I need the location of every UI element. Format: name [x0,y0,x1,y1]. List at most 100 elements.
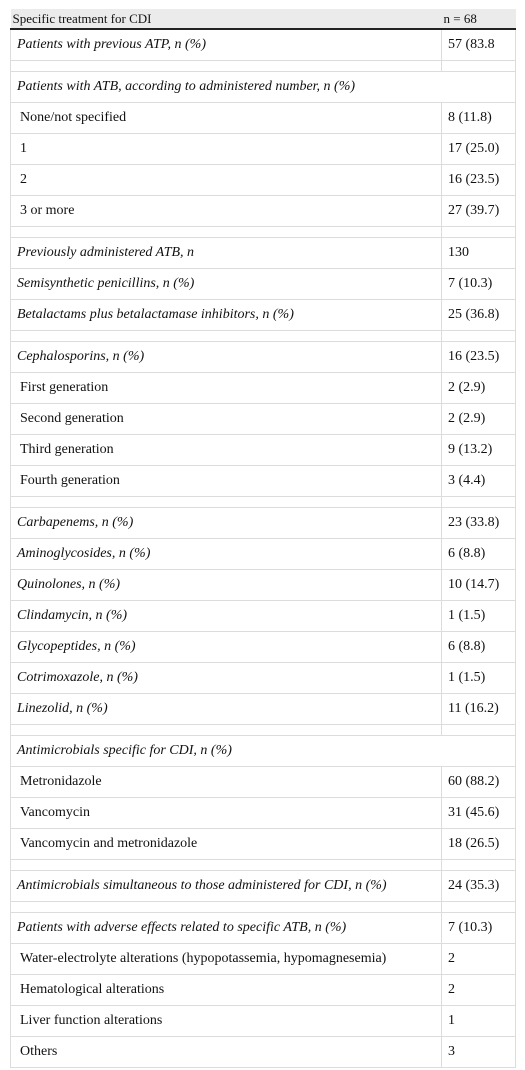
table-row: Vancomycin 31 (45.6) [10,797,516,829]
spacer-cell [10,330,442,342]
value-cell: 11 (16.2) [441,693,516,725]
spacer-cell [441,60,516,72]
table-row: Others 3 [10,1036,516,1068]
value-cell: 27 (39.7) [441,195,516,227]
label-cell: Clindamycin, n (%) [10,600,442,632]
label-cell: Liver function alterations [10,1005,442,1037]
table-row: Patients with ATB, according to administ… [10,71,516,103]
table-row: Metronidazole 60 (88.2) [10,766,516,798]
label-cell: Aminoglycosides, n (%) [10,538,442,570]
label-cell: 3 or more [10,195,442,227]
table-row: Glycopeptides, n (%) 6 (8.8) [10,631,516,663]
table-row: Betalactams plus betalactamase inhibitor… [10,299,516,331]
label-cell: Water-electrolyte alterations (hypopotas… [10,943,442,975]
label-cell: Second generation [10,403,442,435]
spacer-cell [10,496,442,508]
spacer-cell [441,901,516,913]
header-row: Specific treatment for CDI n = 68 [10,9,516,30]
value-cell: 7 (10.3) [441,268,516,300]
label-cell: Patients with adverse effects related to… [10,912,442,944]
value-cell: 1 (1.5) [441,600,516,632]
table-row: First generation 2 (2.9) [10,372,516,404]
table-row: Clindamycin, n (%) 1 (1.5) [10,600,516,632]
value-cell: 130 [441,237,516,269]
spacer-row [10,60,516,72]
label-cell: First generation [10,372,442,404]
value-cell: 17 (25.0) [441,133,516,165]
table-row: Semisynthetic penicillins, n (%) 7 (10.3) [10,268,516,300]
spacer-row [10,724,516,736]
label-cell: Vancomycin [10,797,442,829]
spacer-cell [441,496,516,508]
label-cell: Quinolones, n (%) [10,569,442,601]
value-cell: 31 (45.6) [441,797,516,829]
value-cell: 1 [441,1005,516,1037]
table-row: Aminoglycosides, n (%) 6 (8.8) [10,538,516,570]
label-cell: Antimicrobials simultaneous to those adm… [10,870,442,902]
table-row: Vancomycin and metronidazole 18 (26.5) [10,828,516,860]
label-cell: Linezolid, n (%) [10,693,442,725]
spacer-row [10,226,516,238]
spacer-cell [441,330,516,342]
table-row: Cephalosporins, n (%) 16 (23.5) [10,341,516,373]
value-cell: 6 (8.8) [441,631,516,663]
value-cell: 60 (88.2) [441,766,516,798]
table-row: Previously administered ATB, n 130 [10,237,516,269]
label-cell: Fourth generation [10,465,442,497]
table-row: Patients with previous ATP, n (%) 57 (83.… [10,28,516,61]
table-row: Fourth generation 3 (4.4) [10,465,516,497]
label-cell: Metronidazole [10,766,442,798]
label-cell: Carbapenems, n (%) [10,507,442,539]
value-cell: 7 (10.3) [441,912,516,944]
label-cell: Hematological alterations [10,974,442,1006]
table-row: Liver function alterations 1 [10,1005,516,1037]
table-row: Linezolid, n (%) 11 (16.2) [10,693,516,725]
table-row: Water-electrolyte alterations (hypopotas… [10,943,516,975]
label-cell: 2 [10,164,442,196]
spacer-row [10,496,516,508]
table-row: 3 or more 27 (39.7) [10,195,516,227]
spacer-cell [10,60,442,72]
value-cell: 57 (83.8 [441,28,516,61]
value-cell: 8 (11.8) [441,102,516,134]
value-cell: 9 (13.2) [441,434,516,466]
spacer-row [10,859,516,871]
table-row: Patients with adverse effects related to… [10,912,516,944]
value-cell: 18 (26.5) [441,828,516,860]
table-row: None/not specified 8 (11.8) [10,102,516,134]
data-table: Specific treatment for CDI n = 68 Patien… [10,9,516,1068]
label-cell: Vancomycin and metronidazole [10,828,442,860]
label-cell: Patients with ATB, according to administ… [10,71,516,103]
label-cell: Third generation [10,434,442,466]
label-cell: None/not specified [10,102,442,134]
value-cell: 6 (8.8) [441,538,516,570]
label-cell: Patients with previous ATP, n (%) [10,28,442,61]
table-row: Quinolones, n (%) 10 (14.7) [10,569,516,601]
table-row: 1 17 (25.0) [10,133,516,165]
header-cell: Specific treatment for CDI [10,9,442,30]
table-row: Cotrimoxazole, n (%) 1 (1.5) [10,662,516,694]
label-cell: Cotrimoxazole, n (%) [10,662,442,694]
table-row: Antimicrobials specific for CDI, n (%) [10,735,516,767]
spacer-cell [441,724,516,736]
value-cell: 16 (23.5) [441,341,516,373]
table-row: Second generation 2 (2.9) [10,403,516,435]
spacer-cell [10,901,442,913]
table-body: Specific treatment for CDI n = 68 Patien… [10,9,516,1068]
value-cell: 10 (14.7) [441,569,516,601]
value-cell: 3 [441,1036,516,1068]
table-row: Antimicrobials simultaneous to those adm… [10,870,516,902]
label-cell: Semisynthetic penicillins, n (%) [10,268,442,300]
spacer-cell [10,724,442,736]
table-row: Third generation 9 (13.2) [10,434,516,466]
value-cell: 24 (35.3) [441,870,516,902]
label-cell: Cephalosporins, n (%) [10,341,442,373]
spacer-row [10,330,516,342]
label-cell: 1 [10,133,442,165]
spacer-cell [441,859,516,871]
value-cell: 2 (2.9) [441,372,516,404]
value-cell: 23 (33.8) [441,507,516,539]
label-cell: Antimicrobials specific for CDI, n (%) [10,735,516,767]
label-cell: Betalactams plus betalactamase inhibitor… [10,299,442,331]
